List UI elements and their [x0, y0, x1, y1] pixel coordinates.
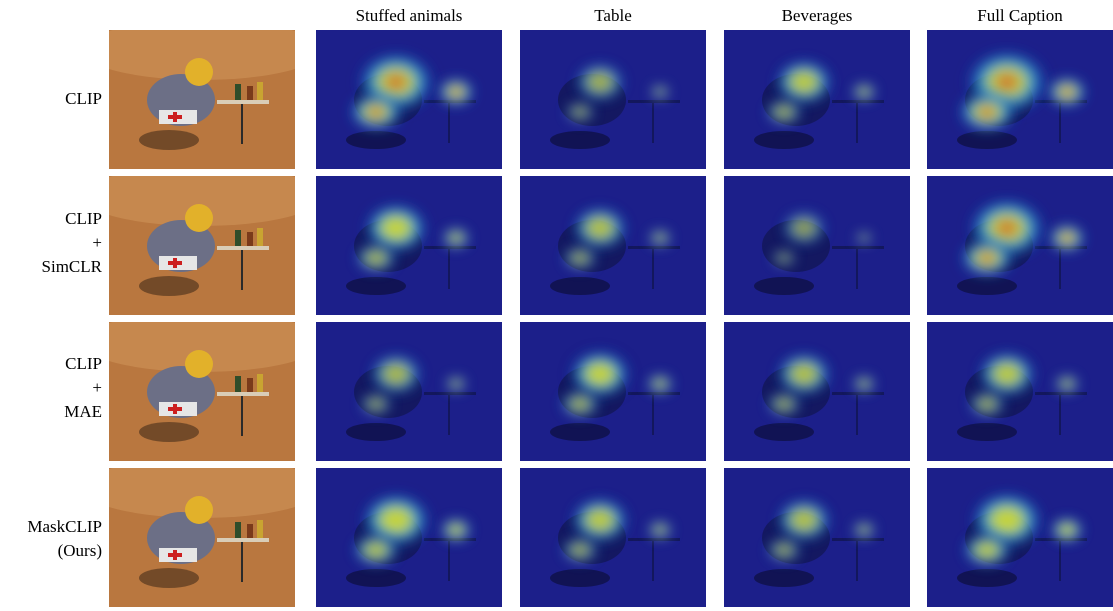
heatmap-maskclip-beverages	[724, 468, 910, 607]
column-header-full-caption: Full Caption	[977, 6, 1063, 25]
heatmap-clip-simclr-stuffed-animals	[316, 176, 502, 315]
heatmap-clip-simclr-full-caption	[927, 176, 1113, 315]
heatmap-clip-mae-stuffed-animals	[316, 322, 502, 461]
input-photo-clip-mae	[109, 322, 295, 461]
heatmap-clip-mae-full-caption	[927, 322, 1113, 461]
heatmap-maskclip-full-caption	[927, 468, 1113, 607]
heatmap-clip-beverages	[724, 30, 910, 169]
row-label-clip-mae: CLIP + MAE	[64, 354, 102, 421]
column-header-table: Table	[594, 6, 632, 25]
heatmap-maskclip-table	[520, 468, 706, 607]
heatmap-clip-stuffed-animals	[316, 30, 502, 169]
heatmap-clip-simclr-beverages	[724, 176, 910, 315]
row-label-maskclip: MaskCLIP (Ours)	[27, 517, 102, 560]
input-photo-clip	[109, 30, 295, 169]
heatmap-clip-mae-table	[520, 322, 706, 461]
column-header-stuffed-animals: Stuffed animals	[355, 6, 463, 25]
heatmap-clip-full-caption	[927, 30, 1113, 169]
heatmap-clip-table	[520, 30, 706, 169]
heatmap-maskclip-stuffed-animals	[316, 468, 502, 607]
heatmap-clip-simclr-table	[520, 176, 706, 315]
heatmap-clip-mae-beverages	[724, 322, 910, 461]
input-photo-clip-simclr	[109, 176, 295, 315]
column-header-beverages: Beverages	[781, 6, 853, 25]
row-label-clip: CLIP	[65, 89, 102, 108]
row-label-clip-simclr: CLIP + SimCLR	[41, 209, 102, 276]
input-photo-maskclip	[109, 468, 295, 607]
